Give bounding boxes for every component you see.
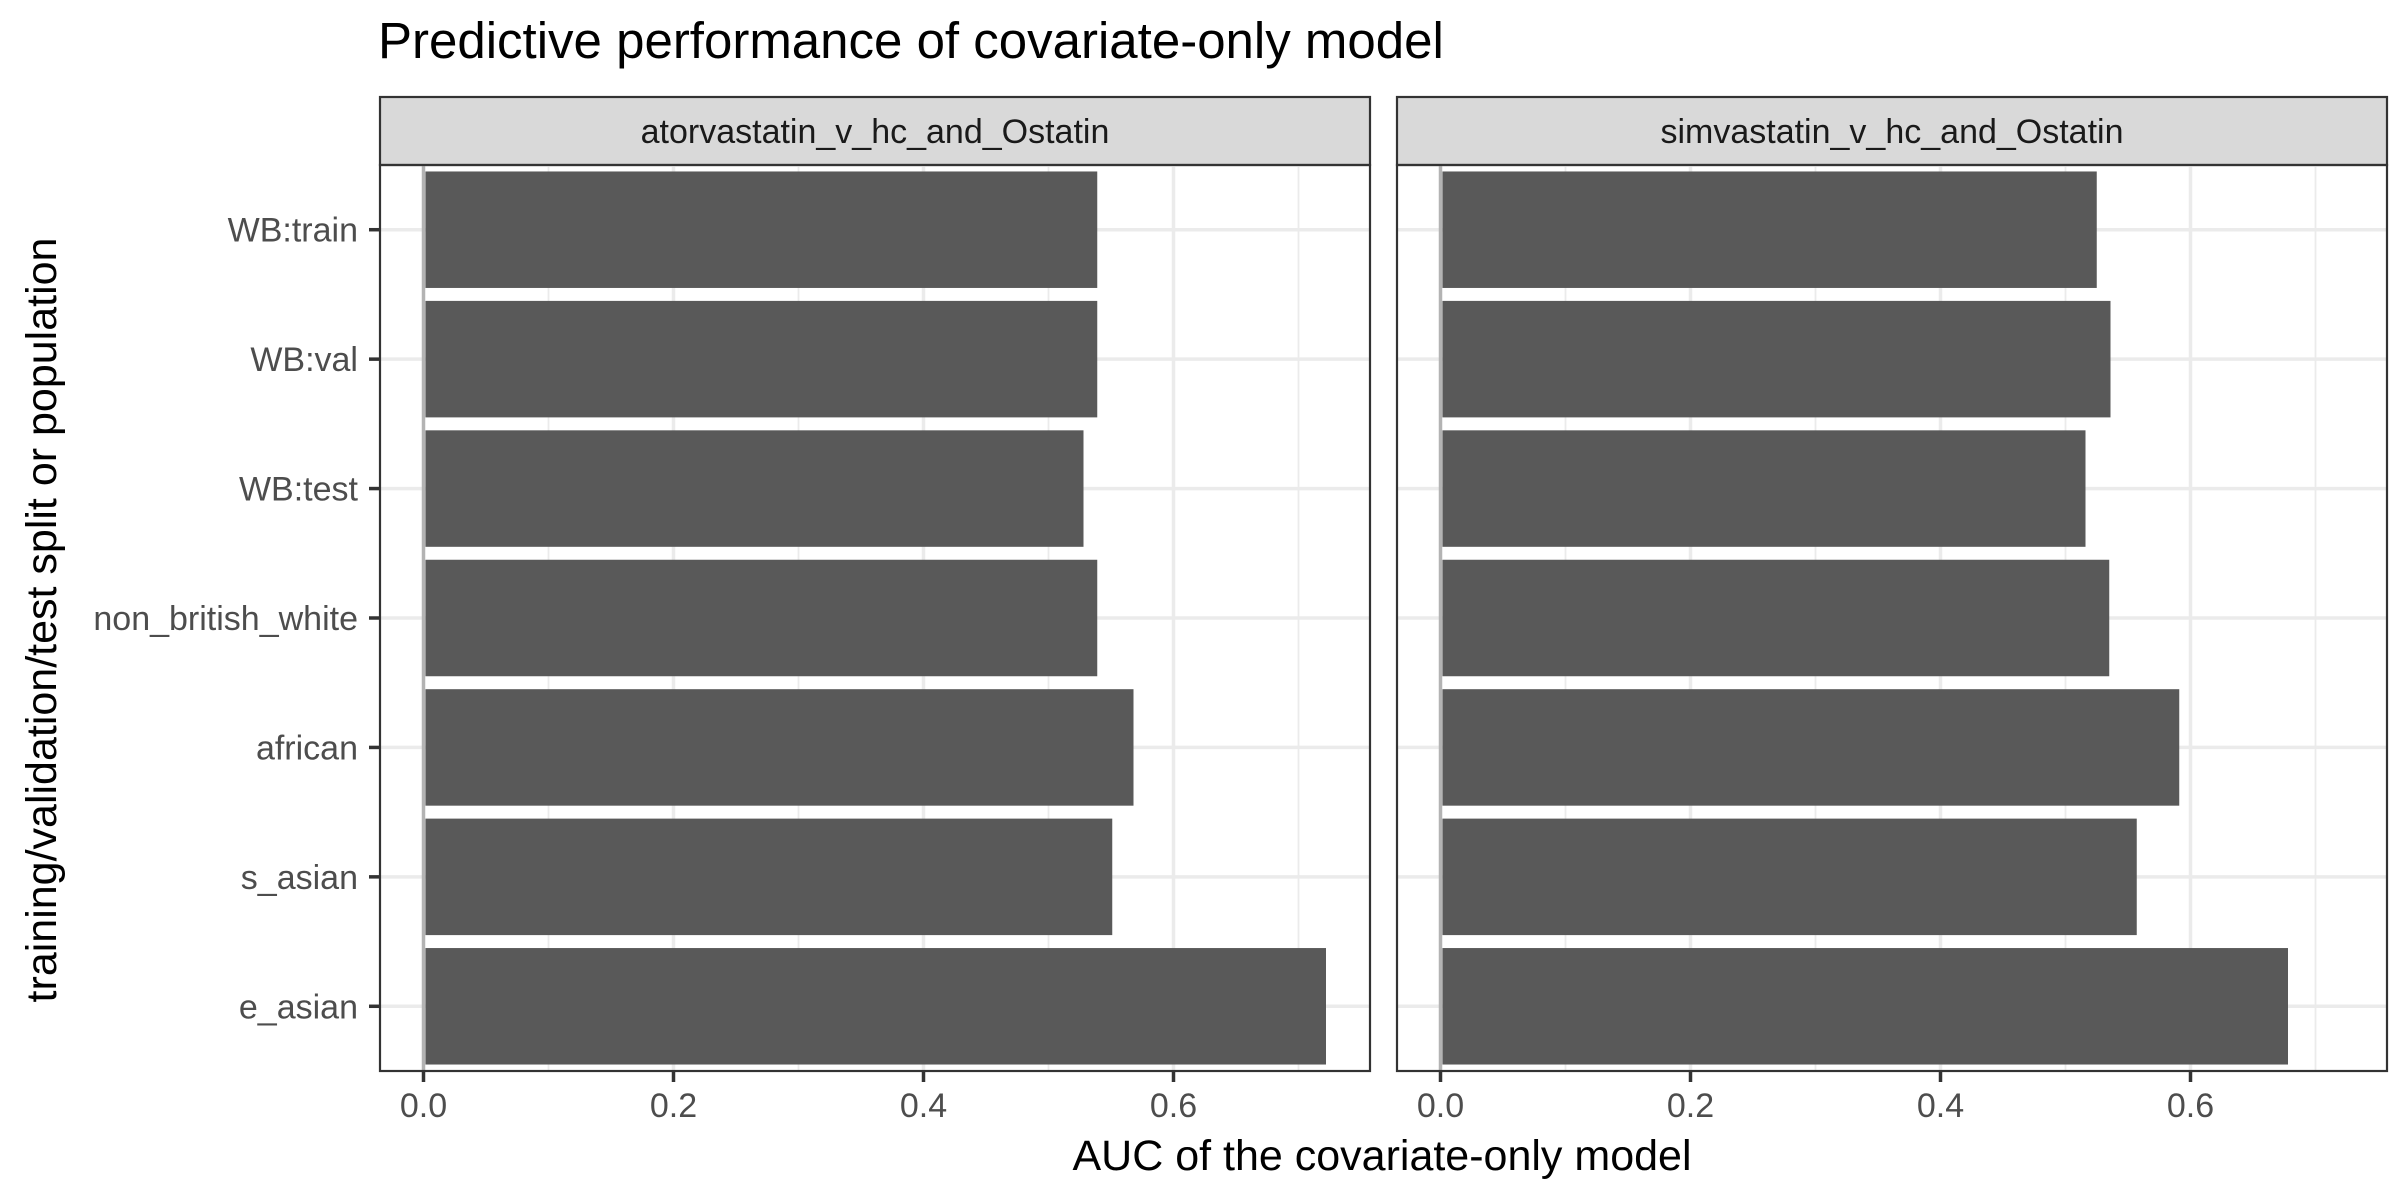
x-tick-label: 0.0	[400, 1087, 447, 1125]
x-tick-label: 0.6	[2167, 1087, 2214, 1125]
bar-WB:train	[1442, 171, 2097, 288]
bar-non_british_white	[425, 559, 1098, 677]
bar-WB:val	[425, 300, 1098, 418]
x-tick-label: 0.0	[1417, 1087, 1464, 1125]
panel-2: simvastatin_v_hc_and_Ostatin 0.0 0.2 0.4 0.6	[1395, 95, 2389, 1125]
bar-e_asian	[1442, 948, 2288, 1065]
bar-african	[1442, 689, 2180, 806]
bar-WB:val	[1442, 300, 2111, 418]
x-tick-label: 0.4	[1917, 1087, 1964, 1125]
y-tick-label: WB:train	[228, 212, 358, 250]
y-tick-label: WB:test	[239, 471, 359, 509]
panel-strip-label: simvastatin_v_hc_and_Ostatin	[1660, 113, 2123, 151]
chart-title: Predictive performance of covariate-only…	[378, 12, 1444, 69]
bar-e_asian	[425, 948, 1326, 1065]
x-tick-label: 0.4	[900, 1087, 947, 1125]
bar-WB:test	[1442, 430, 2086, 547]
panel-strip	[1395, 95, 2389, 167]
panel-1: atorvastatin_v_hc_and_Ostatin 0.0 0.2 0.4 0.…	[93, 95, 1372, 1125]
bar-WB:test	[425, 430, 1084, 547]
panel-strip-label: atorvastatin_v_hc_and_Ostatin	[641, 113, 1110, 151]
panels-group: atorvastatin_v_hc_and_Ostatin 0.0 0.2 0.4 0.…	[93, 95, 2389, 1125]
bar-african	[425, 689, 1134, 806]
y-tick-label: african	[256, 729, 358, 767]
bar-WB:train	[425, 171, 1098, 288]
x-tick-label: 0.2	[650, 1087, 697, 1125]
bar-s_asian	[1442, 818, 2137, 936]
panel-border	[1395, 163, 2389, 1073]
bar-non_british_white	[1442, 559, 2110, 677]
y-tick-label: s_asian	[241, 859, 358, 897]
y-axis-title: training/validation/test split or popula…	[18, 238, 66, 1003]
x-axis-title: AUC of the covariate-only model	[1072, 1132, 1691, 1180]
y-tick-label: e_asian	[239, 988, 358, 1026]
panel-strip	[378, 95, 1372, 167]
y-tick-label: WB:val	[250, 341, 358, 379]
bar-s_asian	[425, 818, 1113, 936]
x-tick-label: 0.2	[1667, 1087, 1714, 1125]
y-tick-label: non_british_white	[93, 600, 358, 638]
x-tick-label: 0.6	[1150, 1087, 1197, 1125]
